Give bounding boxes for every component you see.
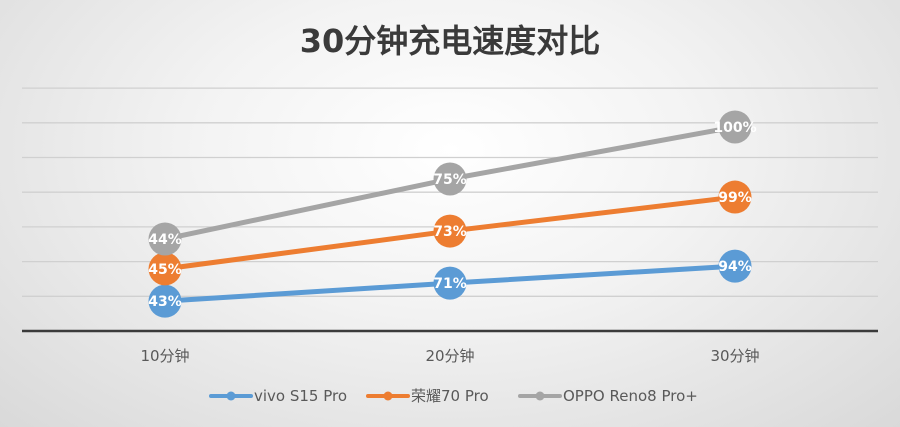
data-label: 73% [433, 224, 467, 240]
data-label: 94% [718, 259, 752, 275]
data-point [433, 266, 467, 300]
data-point [433, 214, 467, 248]
legend-marker [226, 391, 236, 401]
data-label: 100% [713, 120, 756, 136]
x-tick-label: 30分钟 [710, 347, 759, 365]
legend-marker [535, 391, 545, 401]
legend-item: 荣耀70 Pro [366, 387, 489, 405]
legend-label: vivo S15 Pro [254, 387, 347, 405]
data-label: 44% [148, 232, 182, 248]
data-point [148, 222, 182, 256]
legend-marker [383, 391, 393, 401]
legend-item: OPPO Reno8 Pro+ [518, 387, 698, 405]
data-point [718, 180, 752, 214]
data-point [148, 284, 182, 318]
data-label: 71% [433, 276, 467, 292]
data-label: 99% [718, 190, 752, 206]
legend-item: vivo S15 Pro [209, 387, 347, 405]
legend-label: 荣耀70 Pro [411, 387, 489, 405]
legend-label: OPPO Reno8 Pro+ [563, 387, 698, 405]
data-label: 43% [148, 294, 182, 310]
x-tick-label: 10分钟 [140, 347, 189, 365]
chart-title: 30分钟充电速度对比 [300, 22, 601, 60]
data-point [148, 252, 182, 286]
data-point [433, 162, 467, 196]
data-point [718, 249, 752, 283]
x-tick-label: 20分钟 [425, 347, 474, 365]
data-point [718, 110, 752, 144]
data-label: 75% [433, 172, 467, 188]
data-label: 45% [148, 262, 182, 278]
